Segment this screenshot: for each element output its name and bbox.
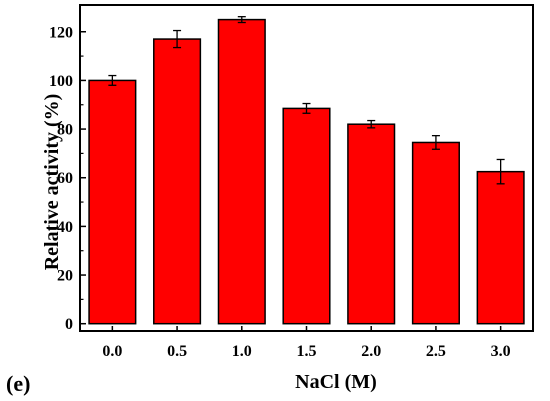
error-bar-2.5 [431, 134, 440, 150]
bar-3.0 [476, 170, 525, 325]
x-tick-label-1.5: 1.5 [297, 343, 317, 360]
x-tick-label-2.0: 2.0 [361, 343, 381, 360]
error-bar-3.0 [496, 158, 505, 185]
x-axis-title: NaCl (M) [295, 371, 377, 393]
bar-2.0 [347, 123, 396, 325]
panel-label: (e) [6, 371, 30, 396]
y-tick-label-120: 120 [49, 24, 73, 41]
bar-0.5 [153, 38, 202, 325]
bar-2.5 [411, 141, 460, 325]
y-tick-label-100: 100 [49, 73, 73, 90]
x-tick-label-1.0: 1.0 [232, 343, 252, 360]
error-bar-1.5 [302, 102, 311, 114]
x-tick-label-3.0: 3.0 [491, 343, 511, 360]
x-tick-label-0.0: 0.0 [102, 343, 122, 360]
y-tick-label-80: 80 [57, 122, 73, 139]
error-bar-0.0 [108, 74, 117, 86]
error-bar-2.0 [367, 119, 376, 129]
y-axis-title: Relative activity (%) [41, 94, 63, 271]
x-tick-label-2.5: 2.5 [426, 343, 446, 360]
y-tick-label-60: 60 [57, 170, 73, 187]
error-bar-1.0 [237, 16, 246, 24]
bar-0.0 [88, 79, 137, 325]
error-bar-0.5 [173, 29, 182, 49]
bar-1.5 [282, 107, 331, 325]
y-tick-label-40: 40 [57, 219, 73, 236]
x-tick-label-0.5: 0.5 [167, 343, 187, 360]
y-tick-label-0: 0 [65, 316, 73, 333]
y-tick-label-20: 20 [57, 268, 73, 285]
bar-1.0 [217, 18, 266, 325]
